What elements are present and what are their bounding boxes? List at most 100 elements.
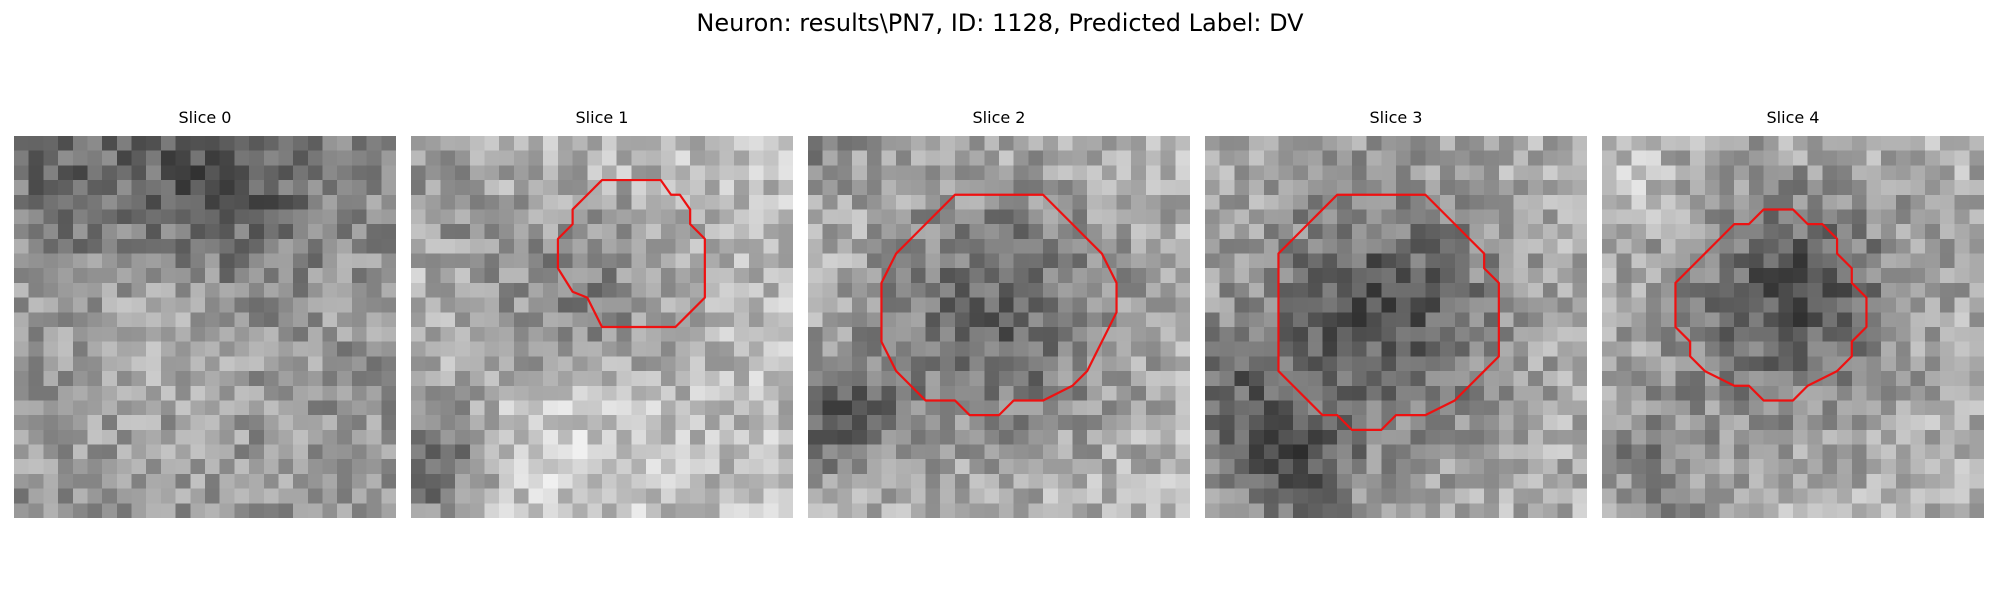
pixel [925,327,941,342]
pixel [1734,136,1750,151]
pixel [205,473,220,489]
pixel [1719,356,1735,372]
pixel [1263,459,1279,475]
pixel [1278,282,1294,298]
pixel [675,238,691,254]
pixel [1337,327,1353,342]
pixel [440,209,456,225]
pixel [734,282,750,298]
pixel [1131,180,1147,196]
pixel [557,194,573,210]
pixel [837,444,853,460]
pixel [602,473,617,489]
pixel [1175,356,1190,372]
pixel [1513,385,1529,401]
pixel [116,415,132,431]
pixel [852,429,868,445]
pixel [646,312,662,328]
pixel [1307,282,1323,298]
pixel [1454,136,1470,151]
pixel [1013,473,1029,489]
pixel [557,136,573,151]
pixel [499,488,515,504]
pixel [1219,180,1235,196]
pixel [513,165,529,181]
pixel [146,341,162,357]
pixel [1602,297,1617,313]
pixel [808,268,823,284]
pixel [1704,297,1720,313]
pixel [1616,415,1632,431]
pixel [719,165,735,181]
pixel [1925,415,1941,431]
pixel [322,444,338,460]
pixel [366,356,382,372]
pixel [1793,238,1808,254]
pixel [411,327,426,342]
pixel [146,268,162,284]
pixel [1484,136,1500,151]
pixel [1366,459,1382,475]
pixel [58,238,74,254]
pixel [778,238,793,254]
pixel [543,415,559,431]
pixel [87,224,103,240]
pixel [602,429,617,445]
pixel [484,385,500,401]
pixel [205,136,220,151]
pixel [660,312,676,328]
pixel [1234,356,1250,372]
pixel [1866,459,1882,475]
pixel [999,473,1014,489]
pixel [1396,136,1411,151]
pixel [1234,165,1250,181]
pixel [249,297,265,313]
pixel [690,150,706,166]
pixel [1748,444,1764,460]
pixel [455,136,471,151]
pixel [278,488,294,504]
pixel [1410,341,1426,357]
pixel [205,385,220,401]
pixel [999,429,1014,445]
pixel [455,488,471,504]
pixel [366,473,382,489]
pixel [1454,194,1470,210]
pixel [1851,253,1867,269]
pixel [1748,297,1764,313]
pixel [1616,224,1632,240]
pixel [808,238,823,254]
pixel [1734,224,1750,240]
pixel [822,503,838,518]
pixel [190,459,206,475]
pixel [484,444,500,460]
pixel [87,400,103,416]
pixel [28,238,44,254]
pixel [646,488,662,504]
pixel [337,253,353,269]
pixel [116,356,132,372]
pixel [1719,312,1735,328]
pixel [1116,503,1132,518]
pixel [1602,488,1617,504]
pixel [1513,327,1529,342]
pixel [190,209,206,225]
pixel [219,180,235,196]
pixel [1602,444,1617,460]
pixel [351,444,367,460]
pixel [969,400,985,416]
pixel [307,400,323,416]
pixel [1013,224,1029,240]
pixel [660,224,676,240]
pixel [1469,224,1485,240]
pixel [102,253,118,269]
pixel [1734,238,1750,254]
pixel [1484,209,1500,225]
pixel [293,473,309,489]
pixel [881,282,897,298]
pixel [690,209,706,225]
pixel [587,136,603,151]
pixel [14,341,29,357]
pixel [1175,209,1190,225]
pixel [704,224,720,240]
